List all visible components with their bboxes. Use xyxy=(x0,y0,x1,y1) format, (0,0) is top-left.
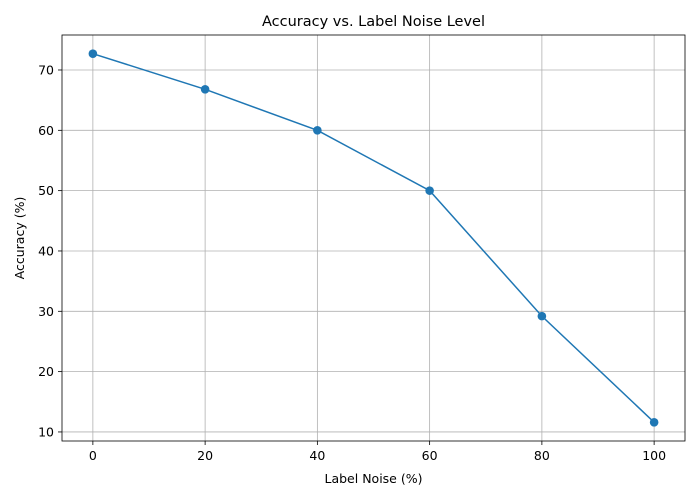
x-tick-label: 20 xyxy=(197,448,213,463)
y-tick-label: 70 xyxy=(38,62,54,77)
grid-layer xyxy=(62,35,685,441)
y-tick-label: 30 xyxy=(38,304,54,319)
y-tick-label: 50 xyxy=(38,183,54,198)
data-point-marker xyxy=(88,49,98,59)
x-tick-label: 40 xyxy=(309,448,325,463)
data-point-marker xyxy=(313,126,322,135)
y-tick-label: 40 xyxy=(38,243,54,258)
series-line xyxy=(92,52,655,423)
ticks-layer: 0 20 40 60 80 100 10 20 30 40 50 60 70 xyxy=(38,62,666,463)
x-tick-label: 60 xyxy=(422,448,438,463)
axes-frame xyxy=(61,34,686,442)
x-tick-label: 0 xyxy=(89,448,97,463)
data-point-marker xyxy=(537,311,547,321)
data-point-marker xyxy=(649,417,659,427)
data-point-marker xyxy=(200,84,210,94)
x-axis-label: Label Noise (%) xyxy=(325,471,423,486)
x-tick-label: 100 xyxy=(642,448,666,463)
y-tick-label: 20 xyxy=(38,364,54,379)
series-layer xyxy=(88,49,659,427)
x-tick-label: 80 xyxy=(534,448,550,463)
y-tick-label: 60 xyxy=(38,123,54,138)
chart-title: Accuracy vs. Label Noise Level xyxy=(262,14,485,30)
y-tick-label: 10 xyxy=(38,424,54,439)
y-axis-label: Accuracy (%) xyxy=(12,197,27,280)
data-point-marker xyxy=(425,186,434,195)
